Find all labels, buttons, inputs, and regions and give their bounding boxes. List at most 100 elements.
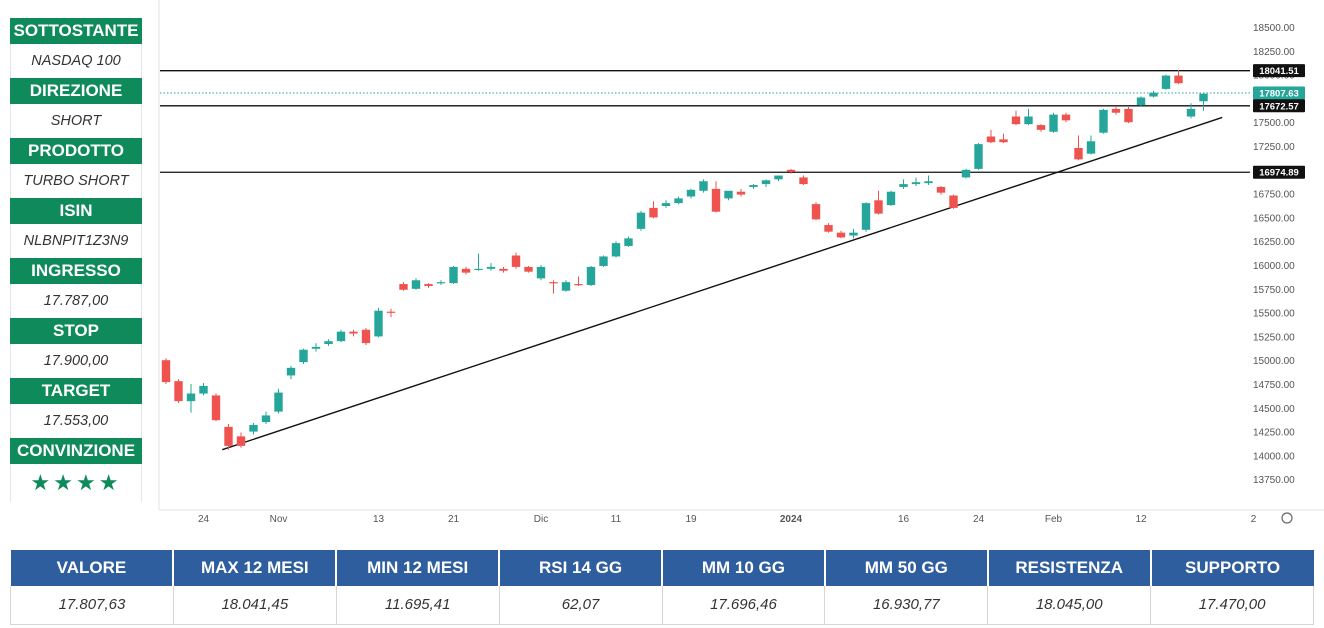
candle-body [324,341,333,345]
candle-body [236,436,246,446]
candle-body [911,182,921,185]
stats-value-supporto: 17.470,00 [1150,586,1314,625]
sottostante-label: SOTTOSTANTE [10,18,142,44]
candle-body [861,203,871,230]
candle-body [974,144,983,169]
candle-body [824,225,833,232]
candle-body [224,426,233,446]
candle-body [561,282,571,291]
level-price-label: 16974.89 [1259,168,1299,179]
candle-body [1074,147,1083,160]
candle-body [924,181,933,184]
candle-body [886,191,896,206]
level-price-label: 17672.57 [1259,101,1299,112]
x-tick-label: 11 [611,514,622,525]
candle-body [874,200,883,214]
stats-value-rsi-14-gg: 62,07 [499,586,663,625]
candle-body [736,191,746,195]
candle-body [361,329,371,344]
stats-value-valore: 17.807,63 [10,586,174,625]
candle-body [411,280,421,289]
target-value: 17.553,00 [10,404,142,438]
candle-body [549,282,558,284]
eye-icon [1281,512,1293,524]
stats-value-max-12-mesi: 18.041,45 [173,586,337,625]
candle-body [1136,97,1146,106]
stats-value-resistenza: 18.045,00 [987,586,1152,625]
level-price-label: 18041.51 [1259,66,1299,77]
x-tick-label: 2024 [780,514,803,525]
convinzione-label: CONVINZIONE [10,438,142,464]
y-tick-label: 15500.00 [1253,309,1295,320]
candle-body [249,424,258,432]
info-panel: SOTTOSTANTE NASDAQ 100 DIREZIONE SHORT P… [10,18,142,502]
stop-value: 17.900,00 [10,344,142,378]
x-tick-label: 12 [1135,514,1147,525]
candle-body [336,331,346,342]
candle-body [686,189,696,197]
y-tick-label: 15250.00 [1253,332,1295,343]
stats-header-min-12-mesi: MIN 12 MESI [336,550,501,586]
candle-body [311,346,321,349]
candle-body [1186,108,1196,117]
candle-body [1161,75,1171,89]
level-price-label: 17807.63 [1259,88,1299,99]
candle-body [536,266,546,279]
support-trendline [222,116,1223,451]
y-tick-label: 14500.00 [1253,404,1295,415]
candle-body [349,331,358,334]
y-tick-label: 15000.00 [1253,356,1295,367]
candle-body [1049,114,1058,132]
y-tick-label: 13750.00 [1253,475,1295,486]
candle-body [449,266,458,284]
candle-body [274,392,283,412]
candle-body [999,139,1008,143]
candle-body [386,311,396,313]
candle-body [1099,109,1108,133]
candle-body [611,243,621,257]
candle-body [1199,93,1208,102]
level-price-tag [1253,64,1305,78]
stats-table: VALORE MAX 12 MESI MIN 12 MESI RSI 14 GG… [10,550,1314,625]
x-tick-label: 19 [685,514,697,525]
stats-header-rsi-14-gg: RSI 14 GG [499,550,663,586]
x-tick-label: Feb [1045,514,1063,525]
level-price-tag [1253,165,1305,179]
candle-body [1086,141,1096,154]
stats-header-supporto: SUPPORTO [1150,550,1314,586]
y-tick-label: 14250.00 [1253,428,1295,439]
candle-body [1111,108,1121,113]
candle-body [949,195,958,208]
direzione-value: SHORT [10,104,142,138]
candle-body [486,266,496,269]
candle-body [674,198,683,204]
candle-body [1011,116,1021,125]
candle-body [299,349,308,363]
x-tick-label: 2 [1251,514,1257,525]
candle-body [524,266,533,272]
candle-body [474,268,483,271]
candle-body [161,360,171,383]
level-price-tag [1253,86,1305,100]
x-tick-label: 21 [448,514,460,525]
target-label: TARGET [10,378,142,404]
candle-body [399,284,408,290]
level-price-tag [1253,99,1305,113]
x-tick-label: Nov [270,514,288,525]
y-tick-label: 16250.00 [1253,237,1295,248]
x-tick-label: 24 [198,514,210,525]
stats-value-mm-50-gg: 16.930,77 [824,586,989,625]
candle-body [799,177,808,185]
candle-body [211,395,221,421]
candle-body [774,175,783,180]
prodotto-label: PRODOTTO [10,138,142,164]
candle-body [199,385,208,394]
isin-value: NLBNPIT1Z3N9 [10,224,142,258]
x-tick-label: 16 [898,514,910,525]
candle-body [761,180,771,185]
y-tick-label: 17500.00 [1253,118,1295,129]
stats-header-row: VALORE MAX 12 MESI MIN 12 MESI RSI 14 GG… [10,550,1314,586]
candle-body [1174,75,1183,84]
candle-body [586,266,596,286]
candle-body [961,169,971,178]
